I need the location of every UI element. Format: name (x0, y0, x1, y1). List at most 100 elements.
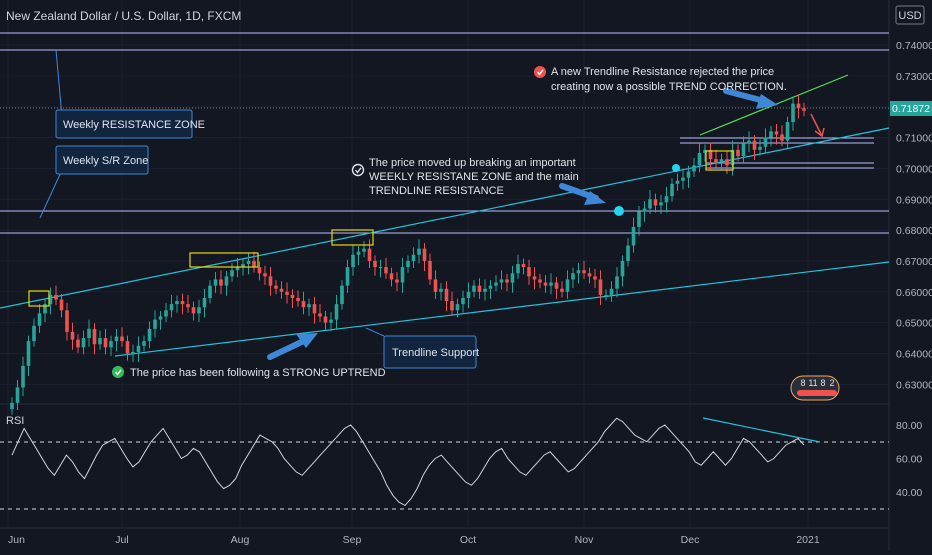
candle-body (158, 316, 163, 320)
candle-body (323, 316, 328, 323)
candle-body (98, 338, 102, 345)
candle-body (21, 365, 25, 388)
event-badge[interactable]: 2 (829, 378, 834, 388)
y-tick-label: 0.63000 (896, 379, 932, 391)
candle-body (774, 131, 779, 135)
highlight-box-1 (28, 290, 50, 307)
candle-body (54, 294, 58, 300)
candle-body (301, 301, 306, 308)
candle-body (780, 134, 784, 141)
x-tick-label: Sep (343, 534, 362, 546)
event-badges[interactable]: 8 11 8 2 (790, 375, 840, 401)
candle-body (444, 288, 449, 302)
candle-body (202, 297, 207, 308)
candle-body (230, 270, 234, 277)
event-badge[interactable]: 11 (808, 378, 817, 388)
x-tick-label: Jul (115, 534, 128, 546)
sr-callout-pointer (39, 169, 63, 219)
candle-body (400, 267, 405, 283)
candle-body (796, 103, 801, 109)
weekly-resistance-zone-band (0, 32, 889, 51)
candle-body (109, 341, 113, 348)
correction-arrow (810, 113, 825, 138)
candle-body (65, 310, 69, 332)
y-tick-label: 0.66000 (896, 287, 932, 299)
candle-body (367, 248, 372, 261)
candle-body (763, 137, 768, 147)
candle-body (521, 264, 526, 268)
candle-body (213, 279, 218, 286)
event-badge[interactable]: 8 (800, 378, 805, 388)
candle-body (389, 273, 394, 280)
rsi-divergence-line[interactable] (702, 417, 821, 443)
candle-body (461, 297, 465, 305)
warning-circle-icon (534, 66, 546, 78)
candle-body (598, 279, 603, 295)
y-tick-label: 0.71000 (896, 133, 932, 145)
candle-body (329, 319, 333, 323)
y-tick-label: 0.74000 (896, 40, 932, 52)
x-tick-label: Dec (681, 534, 700, 546)
candle-body (455, 304, 460, 311)
y-tick-label: 0.73000 (896, 71, 932, 83)
candle-body (785, 122, 790, 141)
x-tick-label: 2021 (796, 534, 820, 546)
time-axis[interactable]: Jun Jul Aug Sep Oct Nov Dec 2021 (8, 534, 820, 546)
candle-body (675, 180, 680, 184)
check-mark-icon (354, 167, 362, 174)
candle-body (499, 279, 504, 283)
event-badge-bar (797, 390, 837, 396)
last-price-tag: 0.71872 (890, 101, 932, 116)
check-circle-icon (351, 163, 365, 177)
rsi-axis[interactable]: 80.00 60.00 40.00 (896, 420, 922, 499)
lower-trendline[interactable] (114, 261, 890, 357)
breakout-note-line3: TRENDLINE RESISTANCE (369, 185, 504, 197)
candle-body (659, 202, 663, 206)
candle-body (494, 282, 498, 286)
candle-body (70, 331, 75, 340)
candle-body (279, 288, 284, 292)
y-tick-label: 0.64000 (896, 349, 932, 361)
candle-body (169, 304, 174, 311)
candle-body (604, 294, 608, 296)
candle-body (642, 208, 647, 212)
candle-body (186, 304, 190, 308)
rsi-label: RSI (6, 415, 24, 427)
candle-body (312, 304, 317, 314)
candle-body (345, 267, 350, 286)
candle-body (10, 402, 14, 410)
currency-button[interactable]: USD (895, 5, 925, 25)
candle-body (252, 260, 256, 268)
weekly-resistance-label: Weekly RESISTANCE ZONE (63, 119, 205, 131)
event-badge[interactable]: 8 (820, 378, 825, 388)
candle-body (653, 199, 658, 206)
candle-body (32, 325, 36, 342)
candle-body (197, 307, 201, 314)
candle-body (615, 276, 619, 289)
candle-body (439, 288, 443, 292)
candle-body (747, 140, 751, 144)
candle-body (769, 131, 773, 138)
candle-body (340, 285, 344, 305)
candle-body (681, 177, 685, 181)
upper-trendline[interactable] (0, 127, 890, 309)
uptrend-arrow (267, 333, 318, 360)
green-check-mark-icon (114, 369, 122, 376)
candle-body (450, 301, 454, 311)
candle-body (466, 291, 471, 298)
y-tick-label: 0.65000 (896, 318, 932, 330)
candle-body (147, 328, 152, 342)
rejection-note: A new Trendline Resistance rejected the … (534, 66, 787, 93)
candle-body (296, 297, 300, 302)
candle-body (43, 304, 47, 314)
candle-body (246, 260, 251, 265)
candle-body (560, 288, 564, 292)
candle-body (670, 183, 674, 197)
candle-body (351, 254, 355, 268)
candle-body (37, 313, 42, 326)
candle-body (532, 276, 537, 280)
weekly-sr-label: Weekly S/R Zone (63, 155, 148, 167)
candle-body (758, 146, 762, 150)
